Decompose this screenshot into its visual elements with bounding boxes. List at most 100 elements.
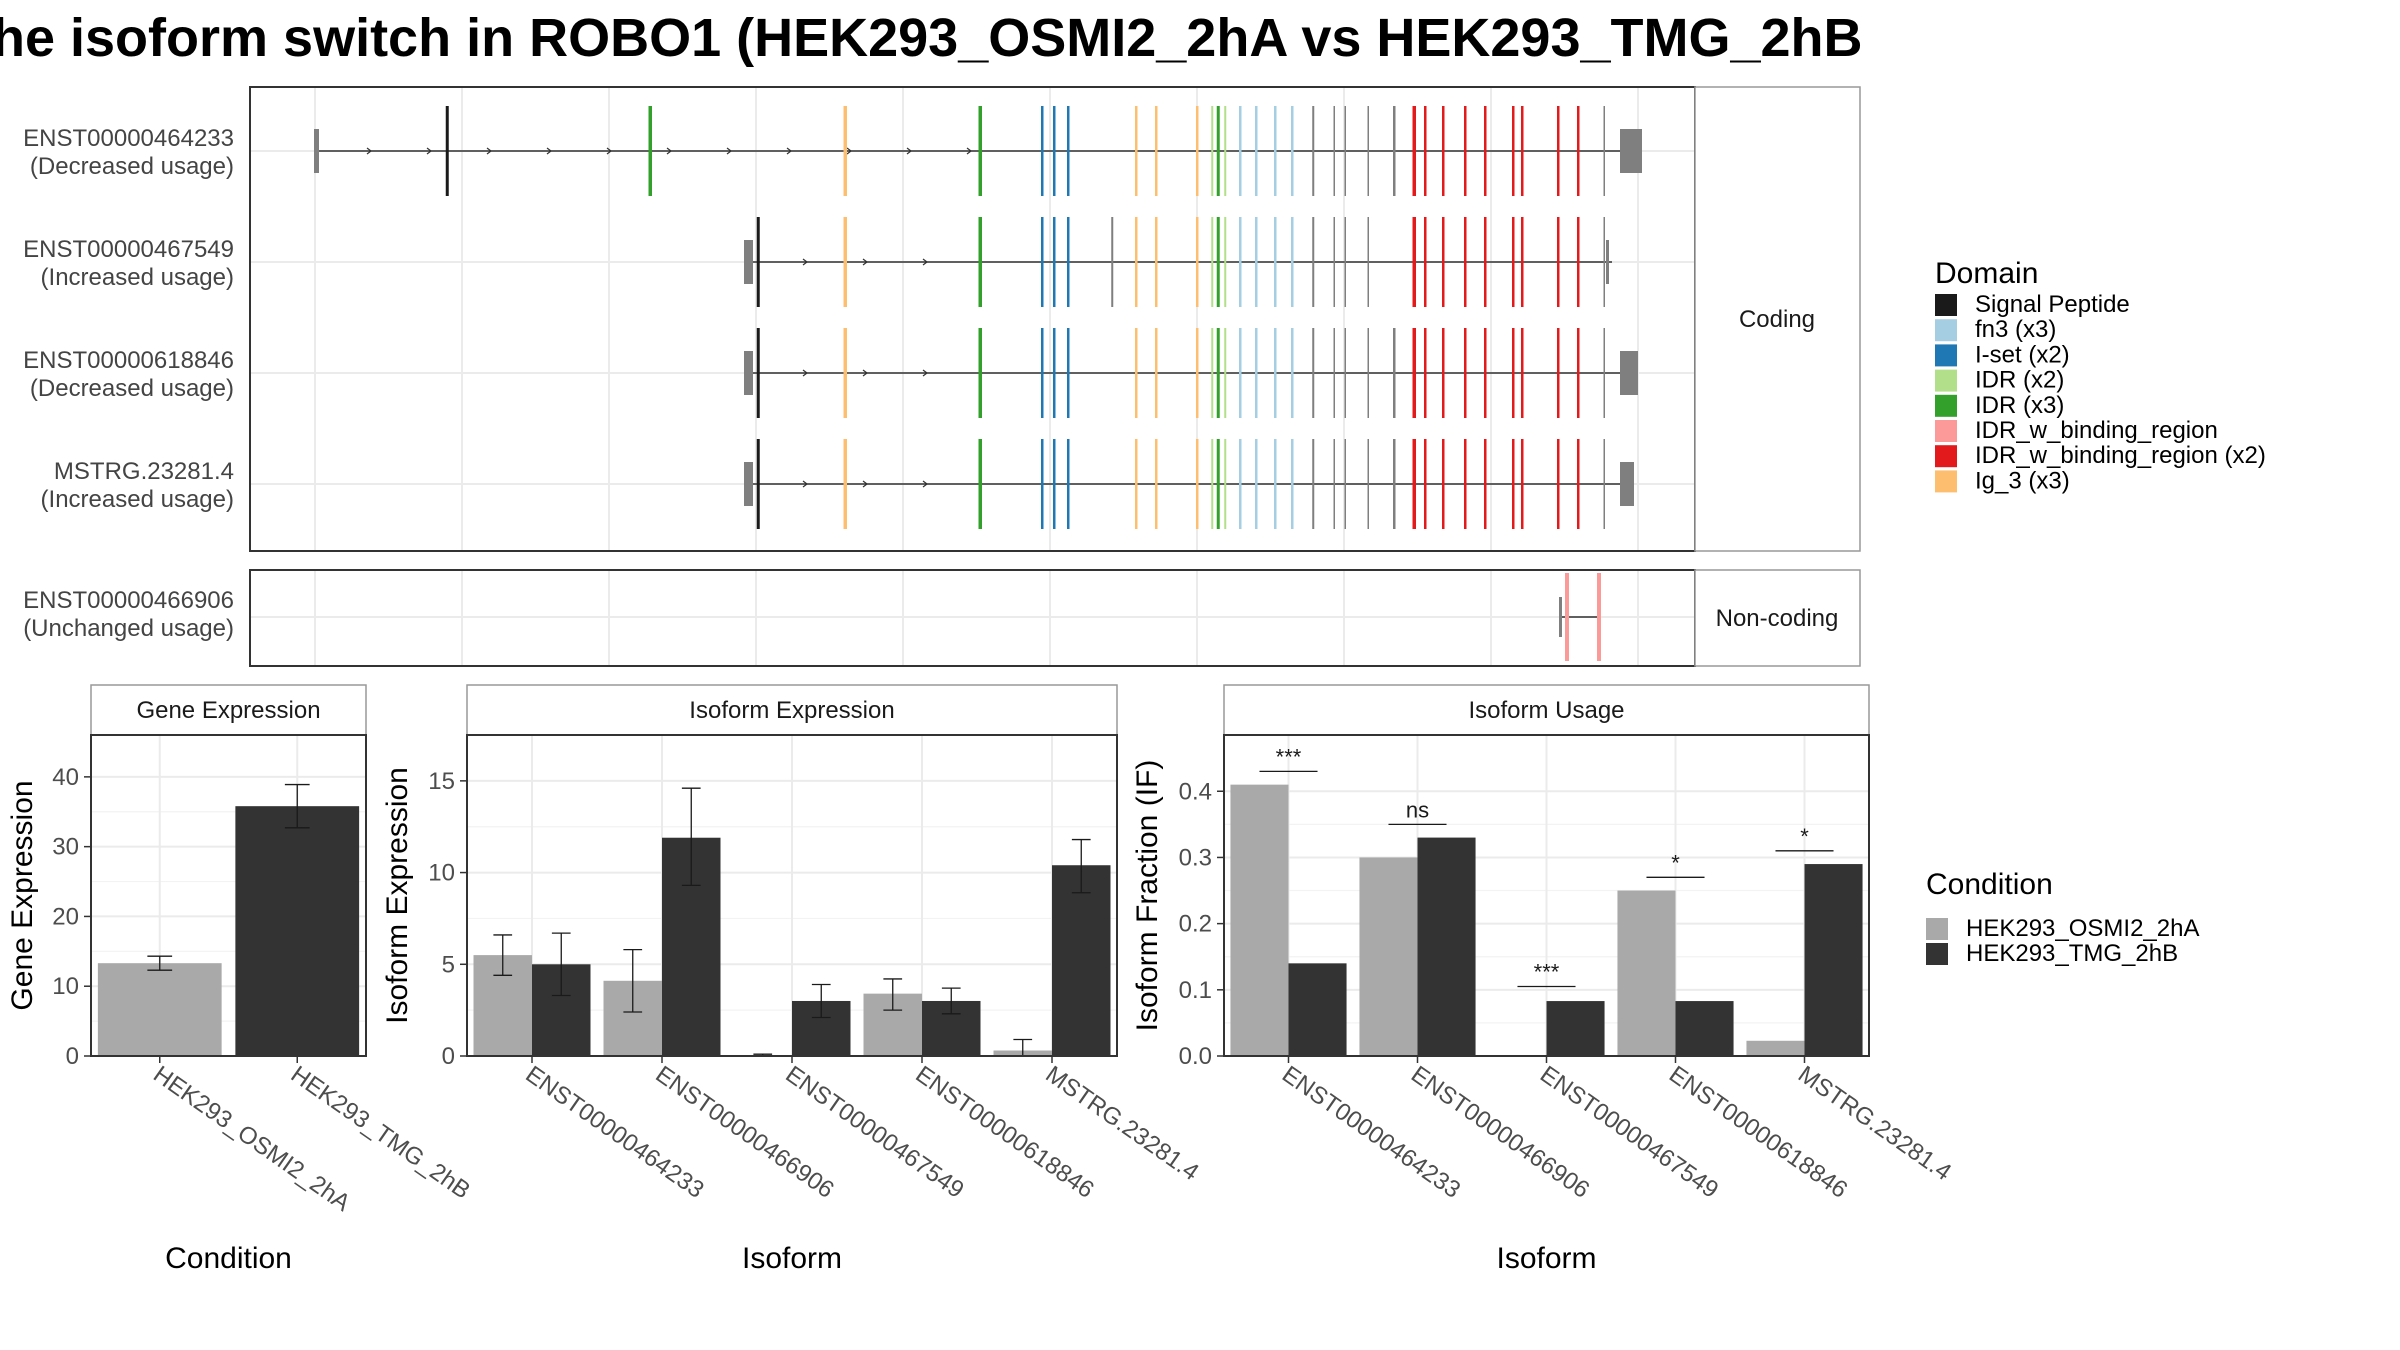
- strand-arrow: [666, 147, 672, 155]
- legend-label: IDR_w_binding_region (x2): [1975, 442, 2266, 469]
- coding-exon: [1239, 439, 1242, 529]
- coding-exon: [1393, 106, 1396, 196]
- utr-exon: [1620, 351, 1638, 395]
- transcript-usage: (Decreased usage): [30, 153, 234, 180]
- legend-swatch: [1935, 369, 1957, 392]
- coding-exon: [1557, 106, 1560, 196]
- legend-label: HEK293_OSMI2_2hA: [1966, 915, 2199, 942]
- coding-exon: [1312, 217, 1315, 307]
- utr-exon: [1606, 240, 1609, 284]
- coding-exon: [648, 106, 652, 196]
- y-tick-label: 30: [52, 834, 79, 861]
- bar: [1617, 890, 1676, 1056]
- bar: [1546, 1001, 1605, 1056]
- noncoding-strip-label: Non-coding: [1716, 605, 1839, 632]
- coding-exon: [1521, 439, 1524, 529]
- y-axis-title: Isoform Expression: [381, 767, 414, 1024]
- strand-arrow: [966, 147, 972, 155]
- legend-label: IDR (x2): [1975, 367, 2064, 394]
- bar: [1675, 1001, 1734, 1056]
- bar: [97, 963, 222, 1056]
- coding-exon: [1312, 106, 1315, 196]
- coding-exon: [1239, 328, 1242, 418]
- coding-exon: [1597, 573, 1601, 661]
- x-axis-title: Isoform: [1496, 1242, 1596, 1275]
- coding-exon: [1367, 217, 1369, 307]
- coding-exon: [1484, 328, 1487, 418]
- utr-exon: [1620, 129, 1642, 173]
- significance-label: ***: [1534, 960, 1560, 985]
- utr-exon: [744, 351, 753, 395]
- coding-exon: [1291, 106, 1294, 196]
- figure-title: he isoform switch in ROBO1 (HEK293_OSMI2…: [0, 8, 1863, 68]
- coding-panel-border: [249, 86, 1696, 552]
- bar: [235, 806, 360, 1056]
- coding-exon: [1412, 217, 1416, 307]
- coding-exon: [1312, 439, 1315, 529]
- coding-exon: [756, 439, 760, 529]
- coding-exon: [1291, 328, 1294, 418]
- transcript-usage: (Decreased usage): [30, 375, 234, 402]
- utr-exon: [314, 129, 319, 173]
- y-tick-label: 0.4: [1179, 778, 1212, 805]
- coding-exon: [1274, 439, 1277, 529]
- legend-swatch: [1926, 918, 1948, 940]
- noncoding-strip: [1694, 569, 1861, 667]
- coding-exon: [1333, 328, 1335, 418]
- coding-exon: [1239, 106, 1242, 196]
- y-tick-label: 0.1: [1179, 977, 1212, 1004]
- transcript-id: ENST00000467549: [23, 236, 234, 263]
- coding-exon: [1557, 439, 1560, 529]
- coding-exon: [1557, 328, 1560, 418]
- coding-exon: [1333, 217, 1335, 307]
- strand-arrow: [426, 147, 432, 155]
- coding-exon: [1412, 439, 1416, 529]
- transcript-usage: (Increased usage): [41, 486, 234, 513]
- coding-exon: [1239, 217, 1242, 307]
- coding-exon: [978, 106, 982, 196]
- legend-label: I-set (x2): [1975, 341, 2070, 368]
- coding-exon: [843, 439, 847, 529]
- legend-swatch: [1935, 445, 1957, 468]
- coding-exon: [1067, 328, 1070, 418]
- coding-exon: [756, 328, 760, 418]
- coding-exon: [1484, 217, 1487, 307]
- strand-arrow: [366, 147, 372, 155]
- strand-arrow: [906, 147, 912, 155]
- coding-exon: [1135, 217, 1138, 307]
- legend-label: Ig_3 (x3): [1975, 467, 2070, 494]
- coding-exon: [1367, 106, 1369, 196]
- coding-exon: [1424, 217, 1427, 307]
- isoform-expression-panel: Isoform Expression051015ENST00000464233E…: [381, 684, 1204, 1275]
- legend-label: Signal Peptide: [1975, 291, 2130, 318]
- strand-arrow: [486, 147, 492, 155]
- coding-exon: [1565, 573, 1569, 661]
- coding-exon: [1577, 106, 1580, 196]
- utr-exon: [744, 240, 753, 284]
- coding-exon: [1216, 106, 1220, 196]
- coding-exon: [1224, 439, 1227, 529]
- panel-strip: [90, 684, 367, 736]
- strand-arrow: [922, 258, 928, 266]
- coding-exon: [1155, 106, 1158, 196]
- strand-arrow: [802, 258, 808, 266]
- y-tick-label: 20: [52, 903, 79, 930]
- coding-exon: [1041, 106, 1044, 196]
- legend-swatch: [1935, 319, 1957, 342]
- coding-exon: [1224, 106, 1227, 196]
- transcript-tracks: [314, 106, 1642, 661]
- strand-arrow: [862, 258, 868, 266]
- coding-exon: [1196, 106, 1199, 196]
- strand-arrow: [606, 147, 612, 155]
- x-axis-title: Condition: [165, 1242, 292, 1275]
- y-tick-label: 10: [52, 973, 79, 1000]
- y-tick-label: 0.2: [1179, 911, 1212, 938]
- coding-exon: [1344, 217, 1346, 307]
- significance-label: ***: [1276, 744, 1302, 769]
- panel-title: Isoform Expression: [689, 697, 894, 724]
- legend-swatch: [1935, 394, 1957, 417]
- coding-exon: [1603, 217, 1605, 307]
